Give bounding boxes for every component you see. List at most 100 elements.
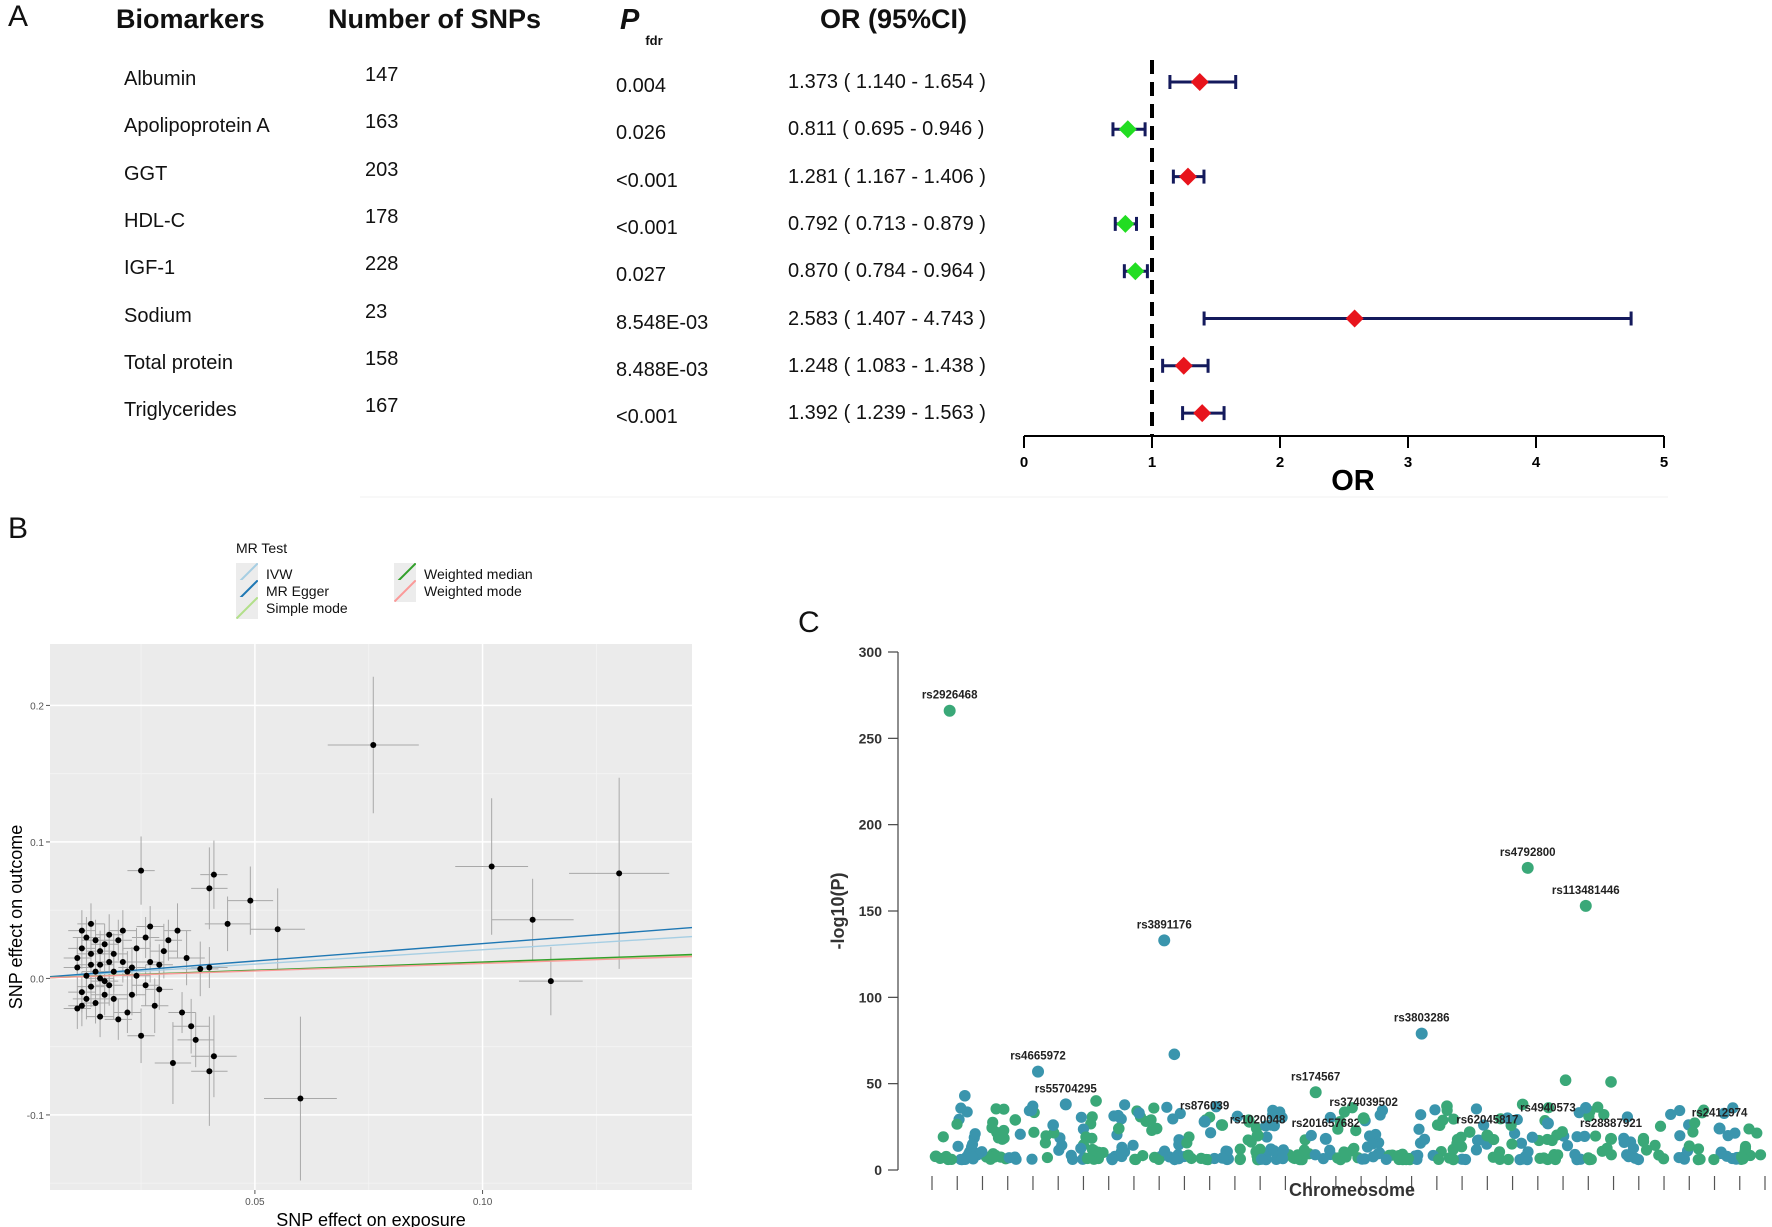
snp-point bbox=[97, 975, 104, 982]
snp-point bbox=[1003, 1152, 1015, 1164]
lead-snp-point bbox=[1319, 1132, 1332, 1145]
snp-point bbox=[986, 1122, 998, 1134]
snp-point bbox=[1471, 1134, 1484, 1147]
p-fdr-value: 0.004 bbox=[616, 75, 667, 97]
snp-point bbox=[1205, 1127, 1217, 1139]
snp-point bbox=[138, 867, 145, 874]
snp-point bbox=[101, 978, 108, 985]
snp-point bbox=[92, 999, 99, 1006]
snp-point bbox=[1309, 1149, 1321, 1161]
legend-item-weighted-mode: Weighted mode bbox=[394, 580, 522, 602]
snp-point bbox=[1696, 1107, 1708, 1119]
snp-point bbox=[165, 937, 172, 944]
snp-point bbox=[1637, 1132, 1650, 1145]
snp-point bbox=[119, 959, 126, 966]
snp-point bbox=[1376, 1104, 1389, 1116]
legend-label-mr-egger: MR Egger bbox=[266, 583, 330, 599]
legend-item-simple-mode: Simple mode bbox=[236, 597, 348, 619]
or-ci-text: 1.248 ( 1.083 - 1.438 ) bbox=[788, 354, 986, 377]
snp-label: rs4940573 bbox=[1520, 1102, 1576, 1114]
snp-point bbox=[1411, 1153, 1423, 1166]
manhattan-y-tick-label: 300 bbox=[859, 644, 883, 660]
snp-point bbox=[1066, 1153, 1079, 1166]
snp-point bbox=[1129, 1153, 1141, 1165]
scatter-y-tick-label: -0.1 bbox=[27, 1111, 45, 1122]
snp-point bbox=[1502, 1153, 1514, 1166]
panel-label-c: C bbox=[798, 606, 820, 639]
snp-point bbox=[1447, 1113, 1460, 1125]
snp-point bbox=[97, 948, 104, 955]
snp-label: rs28887921 bbox=[1580, 1118, 1643, 1130]
snp-point bbox=[224, 920, 231, 927]
snp-point bbox=[990, 1103, 1002, 1115]
manhattan-y-tick-label: 150 bbox=[859, 903, 883, 919]
manhattan-y-tick-label: 200 bbox=[859, 817, 883, 833]
lead-snp-point bbox=[1521, 861, 1534, 874]
snp-point bbox=[78, 945, 85, 952]
snp-point bbox=[1727, 1102, 1739, 1114]
snp-point bbox=[370, 742, 377, 749]
snp-point bbox=[133, 972, 140, 979]
header-p-subscript: fdr bbox=[645, 33, 663, 48]
snp-point bbox=[1687, 1126, 1699, 1138]
p-fdr-value: 0.026 bbox=[616, 122, 667, 145]
snp-point bbox=[1674, 1130, 1686, 1142]
snp-point bbox=[955, 1153, 967, 1166]
lead-snp-point bbox=[1198, 1115, 1211, 1128]
lead-snp-point bbox=[1309, 1086, 1322, 1099]
snp-point bbox=[1047, 1119, 1059, 1131]
scatter-x-axis-title: SNP effect on exposure bbox=[276, 1210, 465, 1227]
snp-point bbox=[1148, 1102, 1160, 1114]
snp-point bbox=[1708, 1153, 1720, 1166]
header-p: P bbox=[620, 4, 640, 36]
scatter-y-tick-label: 0.2 bbox=[30, 701, 44, 712]
snp-point bbox=[197, 965, 204, 972]
snp-point bbox=[1255, 1153, 1268, 1165]
forest-x-tick-label: 4 bbox=[1532, 454, 1541, 471]
manhattan-x-axis-title: Chromeosome bbox=[1289, 1180, 1415, 1200]
biomarker-name: Triglycerides bbox=[124, 399, 237, 422]
snp-point bbox=[78, 927, 85, 934]
snp-point bbox=[1168, 1048, 1181, 1061]
legend-key-simple-mode bbox=[236, 597, 258, 619]
snp-point bbox=[1665, 1108, 1677, 1121]
or-ci-text: 2.583 ( 1.407 - 4.743 ) bbox=[788, 307, 986, 330]
or-point bbox=[1126, 262, 1145, 281]
panel-label-b: B bbox=[8, 512, 29, 545]
snp-point bbox=[1276, 1152, 1289, 1164]
snp-point bbox=[142, 982, 149, 989]
forest-x-tick-label: 5 bbox=[1660, 454, 1668, 471]
snp-point bbox=[110, 950, 117, 957]
snp-point bbox=[1086, 1111, 1098, 1123]
snp-point bbox=[1673, 1151, 1685, 1164]
lead-snp-point bbox=[1579, 899, 1592, 912]
snp-point bbox=[206, 1068, 213, 1075]
snp-point bbox=[1174, 1107, 1186, 1120]
snp-point bbox=[124, 1009, 131, 1016]
snp-point bbox=[1501, 1112, 1514, 1124]
snp-point bbox=[1086, 1132, 1098, 1144]
snp-point bbox=[188, 1023, 195, 1030]
forest-x-tick-label: 2 bbox=[1276, 454, 1284, 471]
snp-point bbox=[1542, 1102, 1555, 1114]
snp-point bbox=[1538, 1152, 1550, 1164]
biomarker-name: GGT bbox=[124, 162, 168, 185]
snp-point bbox=[78, 989, 85, 996]
legend-item-weighted-median: Weighted median bbox=[394, 563, 533, 585]
biomarker-name: Apolipoprotein A bbox=[124, 115, 270, 138]
snp-point bbox=[1640, 1144, 1653, 1156]
snp-point bbox=[87, 961, 94, 968]
snp-point bbox=[1181, 1137, 1193, 1149]
header-p-fdr: Pfdr bbox=[620, 4, 663, 48]
legend-key-weighted-mode bbox=[394, 580, 416, 602]
snp-point bbox=[1654, 1120, 1667, 1132]
snp-point bbox=[87, 920, 94, 927]
snp-point bbox=[115, 1016, 122, 1023]
snp-point bbox=[547, 978, 554, 985]
snp-point bbox=[1261, 1131, 1273, 1143]
snp-point bbox=[83, 934, 90, 941]
snp-count: 163 bbox=[365, 111, 399, 134]
snp-point bbox=[1548, 1149, 1560, 1161]
snp-point bbox=[998, 1124, 1010, 1137]
snp-point bbox=[1161, 1101, 1173, 1113]
